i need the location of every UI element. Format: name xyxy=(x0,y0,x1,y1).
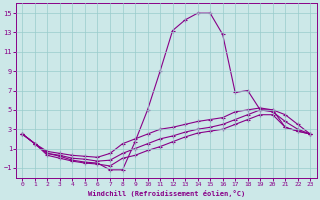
X-axis label: Windchill (Refroidissement éolien,°C): Windchill (Refroidissement éolien,°C) xyxy=(88,190,245,197)
